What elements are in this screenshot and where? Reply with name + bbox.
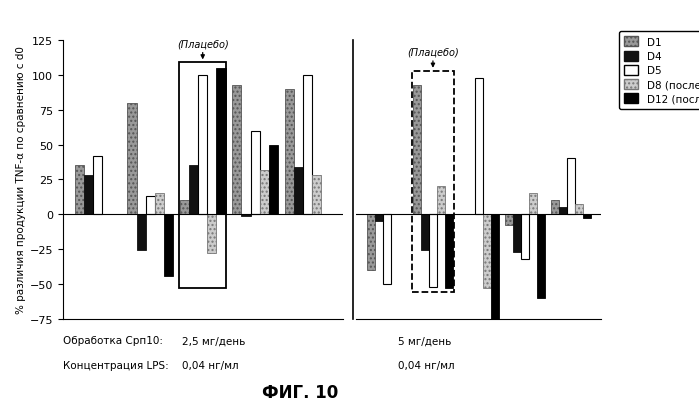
Text: 0,04 нг/мл: 0,04 нг/мл bbox=[182, 360, 238, 370]
Bar bbox=[475, 79, 483, 215]
Bar bbox=[136, 215, 145, 251]
Bar bbox=[180, 201, 189, 215]
Bar bbox=[537, 215, 545, 298]
Text: (Плацебо): (Плацебо) bbox=[407, 47, 459, 58]
Bar bbox=[145, 197, 155, 215]
Bar bbox=[429, 215, 437, 287]
Bar bbox=[483, 215, 491, 288]
Bar bbox=[294, 167, 303, 215]
Bar bbox=[179, 63, 226, 288]
Bar bbox=[75, 166, 84, 215]
Bar bbox=[127, 103, 136, 215]
Bar bbox=[260, 170, 269, 215]
Bar bbox=[445, 215, 453, 288]
Bar bbox=[582, 215, 591, 219]
Bar bbox=[269, 145, 278, 215]
Bar bbox=[521, 215, 528, 259]
Text: (Плацебо): (Плацебо) bbox=[177, 39, 229, 49]
Bar bbox=[567, 159, 575, 215]
Y-axis label: % различия продукции TNF-α по сравнению с d0: % различия продукции TNF-α по сравнению … bbox=[15, 46, 26, 314]
Bar bbox=[528, 194, 537, 215]
Bar bbox=[250, 131, 260, 215]
Bar bbox=[559, 208, 567, 215]
Text: Обработка Срп10:: Обработка Срп10: bbox=[63, 335, 163, 345]
Text: 5 мг/день: 5 мг/день bbox=[398, 335, 452, 345]
Bar bbox=[375, 215, 383, 222]
Bar bbox=[421, 215, 429, 251]
Bar bbox=[575, 205, 582, 215]
Bar bbox=[512, 215, 521, 252]
Bar bbox=[491, 215, 499, 323]
Bar bbox=[413, 85, 421, 215]
Bar bbox=[155, 194, 164, 215]
Bar bbox=[367, 215, 375, 270]
Bar bbox=[312, 176, 322, 215]
Bar bbox=[284, 90, 294, 215]
Text: Концентрация LPS:: Концентрация LPS: bbox=[63, 360, 168, 370]
Bar bbox=[217, 69, 226, 215]
Bar bbox=[505, 215, 512, 226]
Legend: D1, D4, D5, D8 (после 3 дней), D12 (после 7 дней): D1, D4, D5, D8 (после 3 дней), D12 (посл… bbox=[619, 32, 699, 110]
Bar bbox=[198, 76, 208, 215]
Bar bbox=[189, 166, 198, 215]
Bar bbox=[208, 215, 217, 254]
Bar bbox=[241, 215, 250, 216]
Bar bbox=[437, 187, 445, 215]
Bar bbox=[303, 76, 312, 215]
Bar bbox=[93, 156, 103, 215]
Text: 0,04 нг/мл: 0,04 нг/мл bbox=[398, 360, 455, 370]
Bar bbox=[164, 215, 173, 276]
Bar bbox=[232, 85, 241, 215]
Text: ФИГ. 10: ФИГ. 10 bbox=[262, 383, 339, 401]
Bar bbox=[84, 176, 93, 215]
Bar bbox=[412, 72, 454, 292]
Text: 2,5 мг/день: 2,5 мг/день bbox=[182, 335, 245, 345]
Bar bbox=[383, 215, 391, 284]
Bar bbox=[551, 201, 559, 215]
